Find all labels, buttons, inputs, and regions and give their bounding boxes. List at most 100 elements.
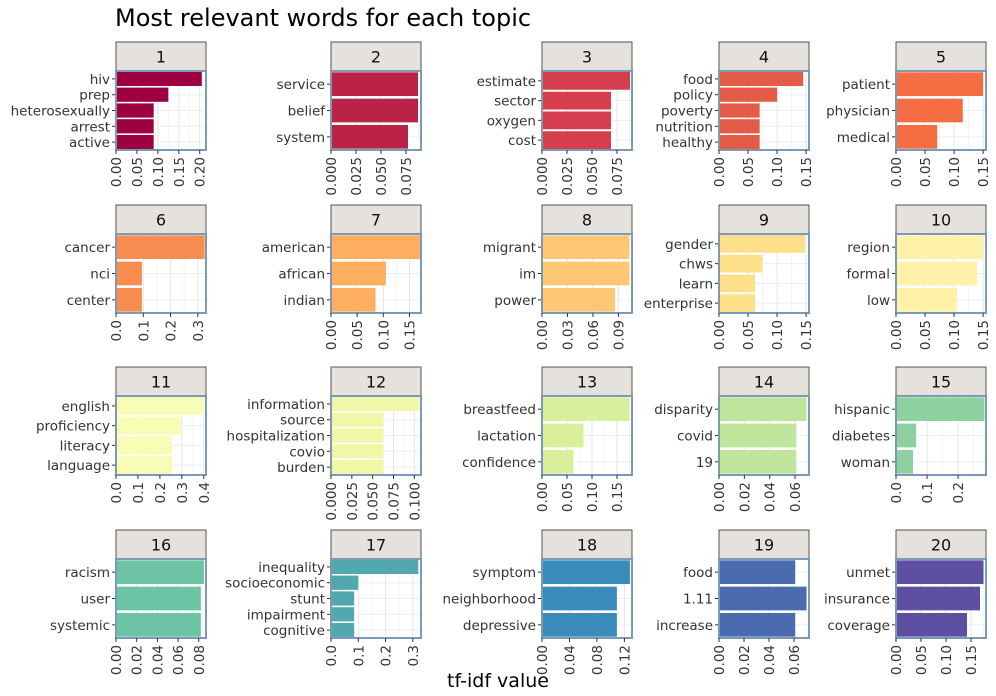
x-tick-label: 0.2 — [379, 645, 395, 666]
category-label: healthy — [662, 135, 713, 151]
category-label: 19 — [696, 455, 713, 471]
category-label: service — [277, 77, 325, 93]
x-tick-label: 0.02 — [737, 482, 753, 512]
category-label: breastfeed — [463, 402, 536, 418]
x-tick-label: 0.075 — [399, 157, 415, 196]
x-tick-label: 0.09 — [611, 320, 627, 350]
x-tick-label: 0.15 — [799, 157, 815, 187]
x-tick-label: 0.00 — [712, 645, 728, 675]
x-tick-label: 0.4 — [197, 482, 213, 503]
facet-12: 12 informationsourcehospitalizationcoviob… — [227, 366, 423, 521]
facet-strip-label: 16 — [151, 536, 171, 555]
x-tick-label: 0.15 — [402, 320, 418, 350]
bar-power — [542, 287, 616, 312]
facet-6: 6 cancer nci center 0.0 0.1 0.2 0.3 — [64, 204, 207, 341]
panel-border — [330, 395, 422, 476]
facet-strip — [330, 204, 422, 235]
category-label: burden — [277, 460, 325, 476]
bar-gender — [719, 234, 805, 253]
category-label: inequality — [258, 560, 325, 576]
x-tick-label: 0.03 — [560, 320, 576, 350]
facet-strip — [718, 529, 810, 560]
x-tick-label: 0.10 — [947, 320, 963, 350]
category-label: proficiency — [36, 419, 110, 435]
x-tick-label: 0.075 — [610, 157, 626, 196]
x-tick-label: 0.10 — [376, 320, 392, 350]
bar-unmet — [896, 560, 984, 585]
x-tick-label: 0.04 — [762, 645, 778, 675]
bar-enterprise — [719, 294, 755, 313]
category-label: symptom — [473, 565, 536, 581]
panel-border — [541, 395, 633, 476]
category-label: stunt — [290, 592, 325, 608]
x-tick-label: 0.025 — [349, 157, 365, 196]
bar-depressive — [542, 612, 617, 637]
category-label: racism — [65, 565, 110, 581]
x-tick-label: 0.05 — [741, 320, 757, 350]
category-label: low — [867, 293, 890, 309]
facet-5: 5 patient physician medical 0.00 0.05 0.10 0.15 — [826, 41, 992, 187]
category-label: literacy — [60, 438, 110, 454]
bar-learn — [719, 274, 755, 293]
bar-covio — [331, 444, 384, 459]
bar-food — [719, 560, 796, 585]
facet-strip — [541, 204, 633, 235]
facet-strip-label: 2 — [371, 48, 381, 67]
x-tick-label: 0.050 — [585, 157, 601, 196]
category-label: estimate — [477, 74, 536, 90]
x-tick-label: 0.10 — [770, 320, 786, 350]
bar-active — [116, 134, 154, 150]
category-label: center — [67, 293, 111, 309]
category-label: disparity — [654, 402, 713, 418]
facet-strip — [895, 41, 987, 72]
x-tick-label: 0.2 — [164, 320, 180, 341]
bar-heterosexually — [116, 103, 154, 118]
facet-strip-label: 10 — [931, 211, 951, 230]
x-tick-label: 0.06 — [586, 320, 602, 350]
x-tick-label: 0.000 — [324, 482, 340, 521]
x-tick-label: 0.15 — [172, 157, 188, 187]
bar-formal — [896, 261, 978, 286]
facet-strip-label: 19 — [754, 536, 774, 555]
x-tick-label: 0.15 — [976, 320, 992, 350]
x-axis-label: tf-idf value — [447, 670, 549, 692]
facet-3: 3 estimate sector oxygen cost 0.000 0.025 0.050… — [477, 41, 633, 196]
x-tick-label: 0.08 — [590, 645, 606, 675]
facet-strip-label: 18 — [577, 536, 597, 555]
bar-sector — [542, 91, 611, 110]
bar-breastfeed — [542, 397, 630, 422]
bar-information — [331, 396, 420, 412]
bar-nci — [116, 261, 142, 286]
category-label: im — [519, 267, 536, 283]
category-label: migrant — [483, 240, 536, 256]
x-tick-label: 0.00 — [889, 645, 905, 675]
facet-strip — [115, 41, 207, 72]
x-tick-label: 0.15 — [976, 157, 992, 187]
x-tick-label: 0.12 — [617, 645, 633, 675]
facet-strip — [541, 529, 633, 560]
category-label: chws — [679, 257, 713, 273]
panel-border — [718, 233, 810, 314]
x-tick-label: 0.05 — [560, 482, 576, 512]
panel-border — [895, 70, 987, 151]
x-tick-label: 0.06 — [788, 482, 804, 512]
bar-system — [331, 124, 408, 149]
x-tick-label: 0.04 — [150, 645, 166, 675]
x-tick-label: 0.025 — [345, 482, 361, 521]
category-label: oxygen — [487, 113, 536, 129]
x-tick-label: 0.1 — [131, 482, 147, 503]
x-tick-label: 0.050 — [374, 157, 390, 196]
bar-user — [116, 586, 201, 611]
bar-healthy — [719, 134, 760, 150]
bar-migrant — [542, 235, 630, 260]
facet-strip-label: 4 — [759, 48, 769, 67]
x-tick-label: 0.00 — [712, 157, 728, 187]
panel-border — [895, 395, 987, 476]
bar-arrest — [116, 119, 154, 134]
category-label: covid — [677, 429, 713, 445]
x-tick-label: 0.00 — [889, 320, 905, 350]
bar-im — [542, 261, 630, 286]
x-tick-label: 0.05 — [918, 320, 934, 350]
facet-strip — [330, 529, 422, 560]
